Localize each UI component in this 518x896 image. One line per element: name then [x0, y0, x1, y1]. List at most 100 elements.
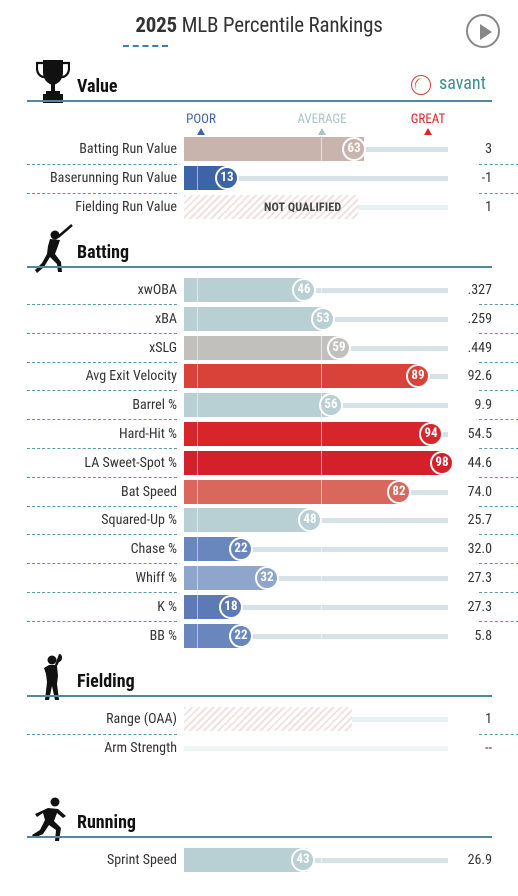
- metric-row-bb[interactable]: BB % 22 5.8: [0, 624, 518, 648]
- percentile-circle: 53: [311, 307, 335, 331]
- metric-row-avg-exit-velocity[interactable]: Avg Exit Velocity 89 92.6: [0, 364, 518, 388]
- percentile-circle: 13: [215, 166, 239, 190]
- poor-marker: [197, 451, 198, 475]
- percentile-circle: 98: [430, 451, 454, 475]
- metric-row-batting-run-value[interactable]: Batting Run Value 63 3: [0, 137, 518, 161]
- poor-marker: [197, 278, 198, 302]
- metric-label: Range (OAA): [106, 711, 177, 727]
- metric-value: 1: [485, 199, 492, 215]
- metric-row-xslg[interactable]: xSLG 59 .449: [0, 336, 518, 360]
- metric-row-bat-speed[interactable]: Bat Speed 82 74.0: [0, 480, 518, 504]
- metric-row-squared-up[interactable]: Squared-Up % 48 25.7: [0, 508, 518, 532]
- metric-label: xBA: [155, 311, 177, 327]
- average-marker: [321, 848, 322, 872]
- percentile-bar: [184, 278, 305, 302]
- batter-icon: [35, 224, 73, 273]
- section-divider-value: [27, 100, 492, 102]
- percentile-bar: [184, 422, 432, 446]
- metric-value: -1: [481, 170, 492, 186]
- average-marker: [321, 336, 322, 360]
- legend-average-label: AVERAGE: [297, 112, 347, 127]
- arrow-up-icon: [424, 128, 432, 135]
- average-marker: [321, 537, 322, 561]
- metric-label: Sprint Speed: [106, 852, 177, 868]
- percentile-track: [184, 605, 448, 610]
- percentile-circle: 18: [219, 595, 243, 619]
- legend-great-label: GREAT: [410, 112, 446, 127]
- percentile-circle: 82: [387, 480, 411, 504]
- metric-label: Barrel %: [132, 397, 177, 413]
- trophy-icon: [36, 60, 70, 103]
- legend-average: AVERAGE: [288, 112, 356, 135]
- poor-marker: [197, 166, 198, 190]
- average-marker: [321, 451, 322, 475]
- not-qualified-bar: [184, 195, 358, 219]
- poor-marker: [197, 480, 198, 504]
- percentile-bar: [184, 364, 419, 388]
- savant-wordmark: savant: [439, 73, 486, 94]
- metric-row-fielding-run-value[interactable]: Fielding Run Value NOT QUALIFIED 1: [0, 195, 518, 219]
- legend-poor-label: POOR: [186, 112, 216, 127]
- poor-marker: [197, 336, 198, 360]
- metric-row-range-oaa[interactable]: Range (OAA) 1: [0, 707, 518, 731]
- section-divider-batting: [27, 266, 492, 268]
- metric-value: 74.0: [467, 484, 492, 500]
- percentile-circle: 94: [419, 422, 443, 446]
- page-title: 2025 MLB Percentile Rankings: [0, 14, 518, 38]
- metric-label: Batting Run Value: [79, 141, 177, 157]
- metric-label: Whiff %: [135, 570, 177, 586]
- poor-marker: [197, 508, 198, 532]
- metric-row-baserunning-run-value[interactable]: Baserunning Run Value 13 -1: [0, 166, 518, 190]
- percentile-circle: 89: [406, 364, 430, 388]
- metric-label: xwOBA: [137, 282, 177, 298]
- metric-label: xSLG: [149, 340, 177, 356]
- percentile-track: [184, 858, 448, 863]
- metric-row-xwoba[interactable]: xwOBA 46 .327: [0, 278, 518, 302]
- percentile-circle: 48: [298, 508, 322, 532]
- metric-row-hard-hit[interactable]: Hard-Hit % 94 54.5: [0, 422, 518, 446]
- fielder-icon: [44, 654, 62, 700]
- poor-marker: [197, 422, 198, 446]
- metric-label: Baserunning Run Value: [50, 170, 177, 186]
- section-title-running: Running: [77, 812, 136, 833]
- metric-row-la-sweet-spot[interactable]: LA Sweet-Spot % 98 44.6: [0, 451, 518, 475]
- percentile-track: [184, 288, 448, 293]
- metric-label: Avg Exit Velocity: [85, 368, 177, 384]
- metric-row-chase[interactable]: Chase % 22 32.0: [0, 537, 518, 561]
- percentile-bar: [184, 393, 332, 417]
- metric-value: 3: [485, 141, 492, 157]
- metric-value: 9.9: [474, 397, 492, 413]
- title-text: MLB Percentile Rankings: [181, 14, 383, 38]
- metric-row-k[interactable]: K % 18 27.3: [0, 595, 518, 619]
- metric-label: K %: [157, 599, 177, 615]
- play-button[interactable]: [466, 14, 500, 48]
- average-marker: [321, 595, 322, 619]
- percentile-bar: [184, 480, 400, 504]
- metric-row-arm-strength[interactable]: Arm Strength --: [0, 736, 518, 760]
- percentile-track: [184, 547, 448, 552]
- percentile-track: [184, 176, 448, 181]
- percentile-bar: [184, 307, 324, 331]
- metric-value: 26.9: [467, 852, 492, 868]
- percentile-circle: 63: [342, 137, 366, 161]
- percentile-circle: 22: [229, 624, 253, 648]
- arrow-up-icon: [197, 128, 205, 135]
- percentile-track: [184, 576, 448, 581]
- percentile-bar: [184, 336, 340, 360]
- section-divider-fielding: [27, 695, 492, 697]
- percentile-bar: [184, 508, 311, 532]
- average-marker: [321, 137, 322, 161]
- metric-row-whiff[interactable]: Whiff % 32 27.3: [0, 566, 518, 590]
- average-marker: [321, 422, 322, 446]
- metric-row-barrel[interactable]: Barrel % 56 9.9: [0, 393, 518, 417]
- percentile-bar: [184, 566, 268, 590]
- metric-label: Chase %: [130, 541, 177, 557]
- percentile-circle: 43: [291, 848, 315, 872]
- percentile-track: [184, 746, 448, 751]
- runner-icon: [32, 797, 66, 841]
- metric-value: 27.3: [467, 570, 492, 586]
- metric-label: Arm Strength: [104, 740, 177, 756]
- metric-value: .259: [467, 311, 492, 327]
- metric-row-xba[interactable]: xBA 53 .259: [0, 307, 518, 331]
- metric-row-sprint-speed[interactable]: Sprint Speed 43 26.9: [0, 848, 518, 872]
